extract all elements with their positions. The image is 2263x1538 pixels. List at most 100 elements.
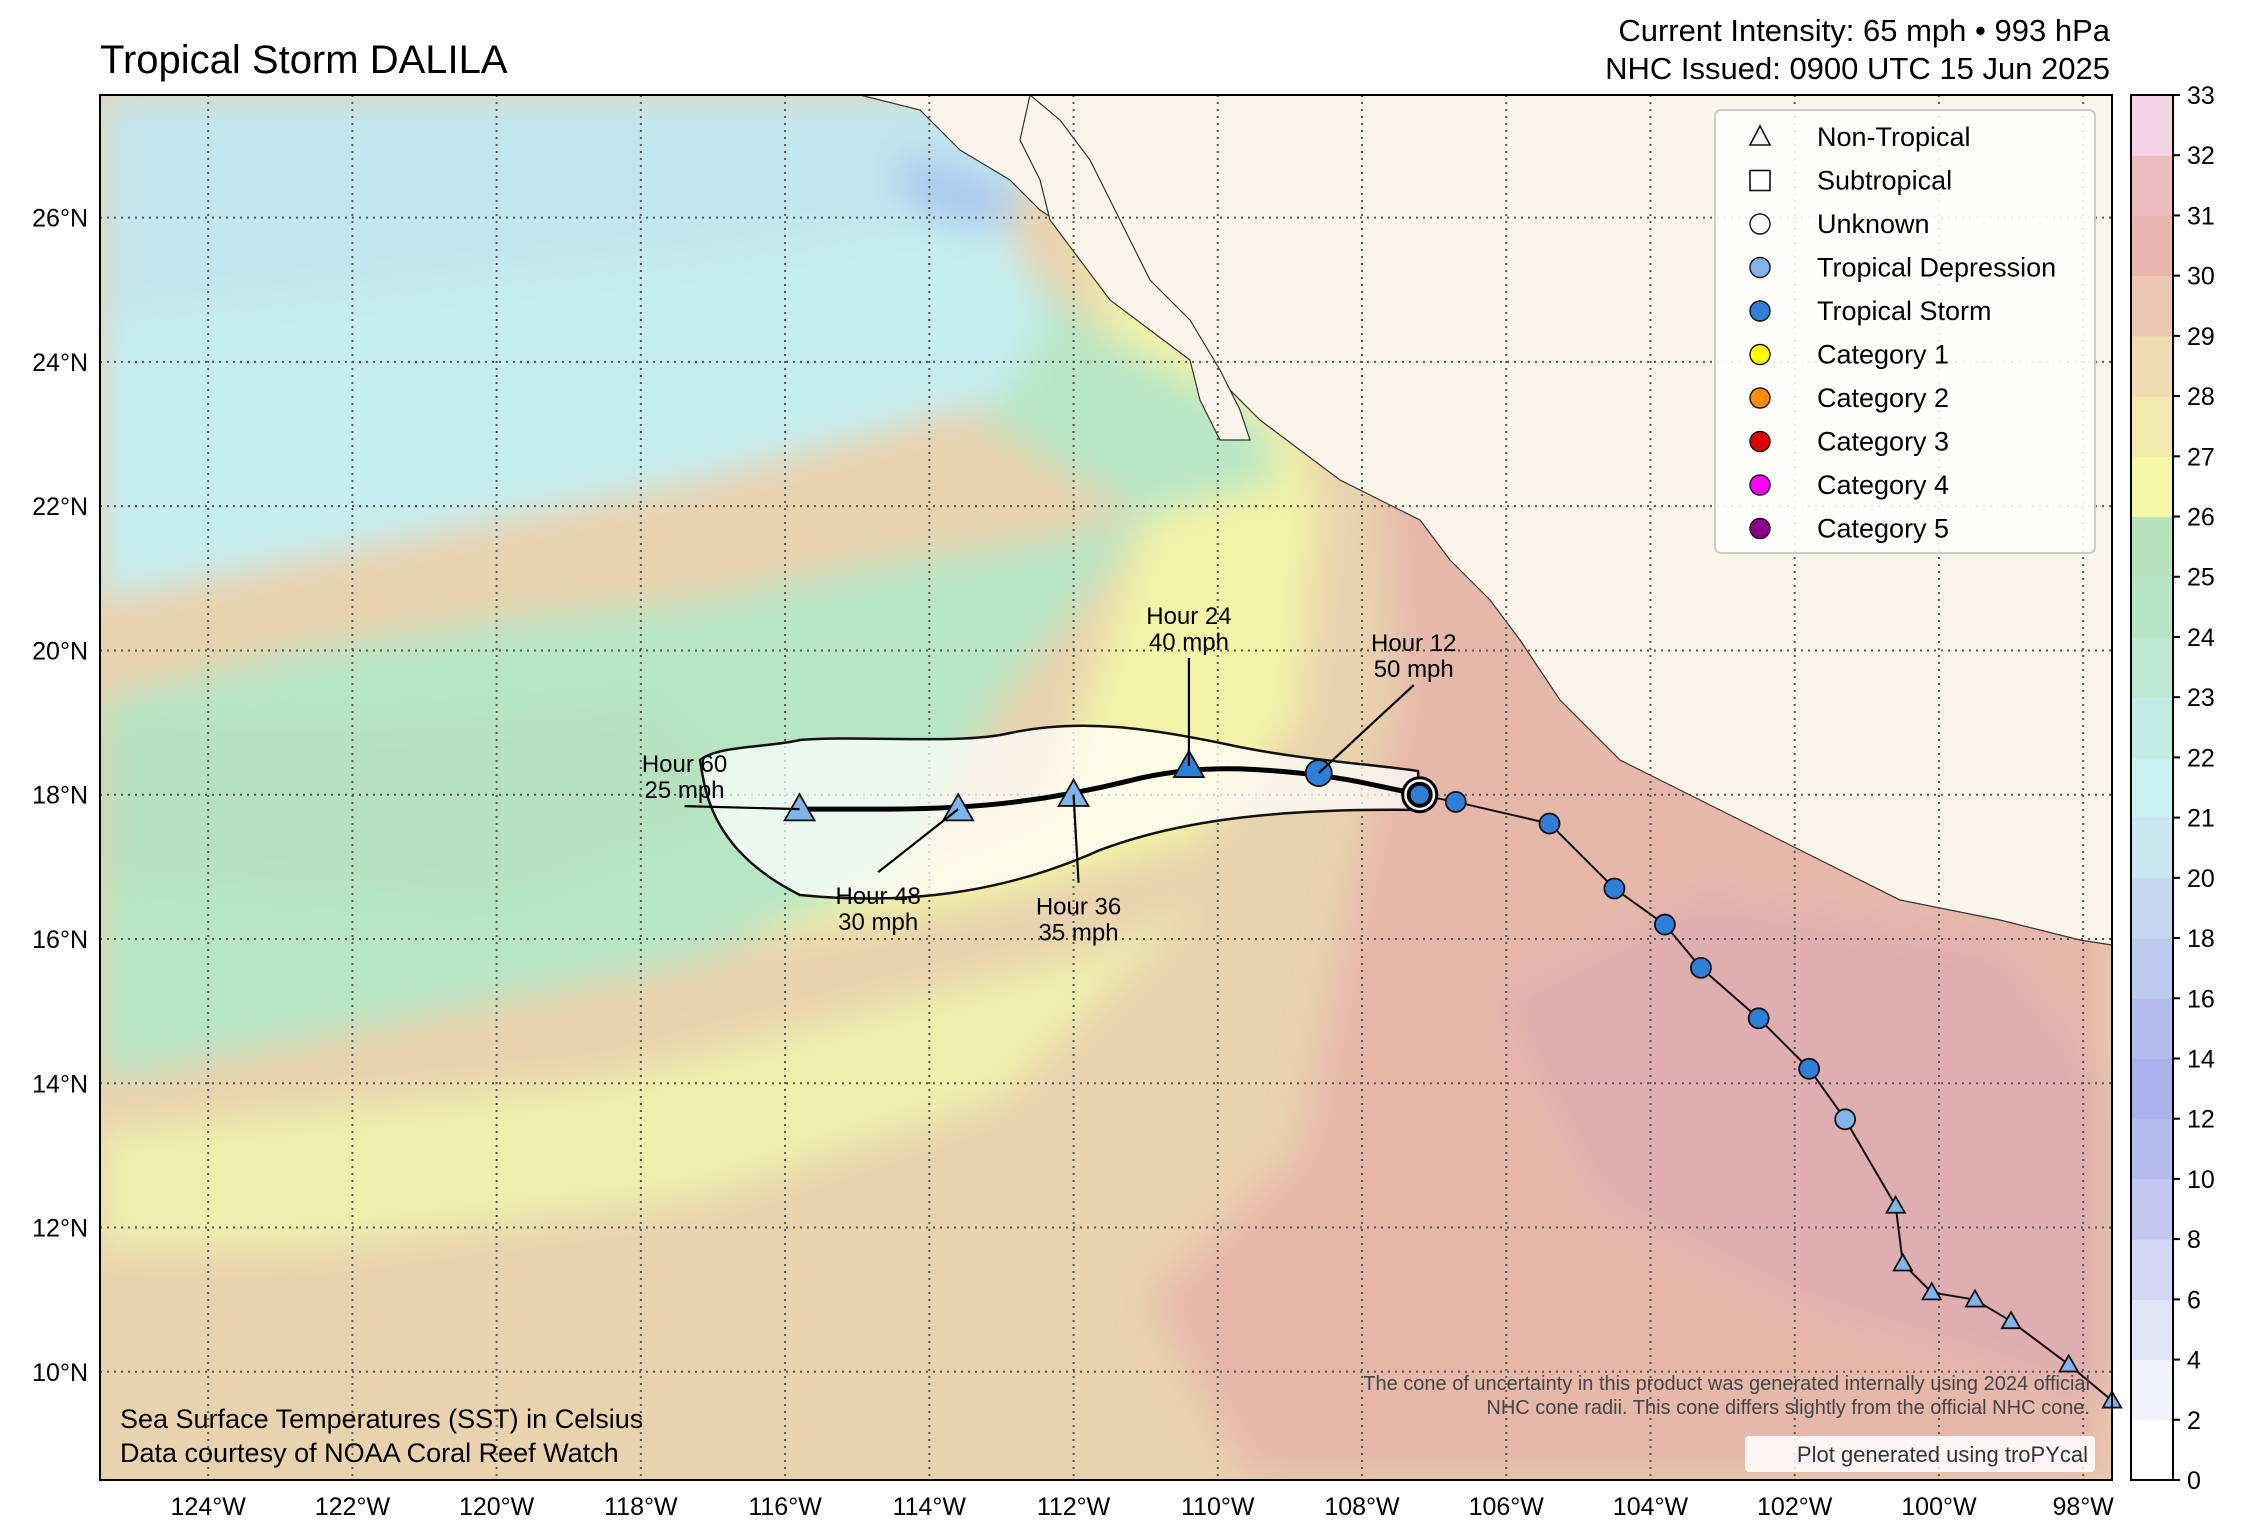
- credit-text: Plot generated using troPYcal: [1797, 1442, 2088, 1467]
- lon-tick-label: 104°W: [1613, 1493, 1689, 1521]
- colorbar-segment: [2131, 95, 2173, 156]
- forecast-point: [783, 792, 817, 822]
- storm-header-info: Current Intensity: 65 mph • 993 hPa NHC …: [1605, 12, 2110, 88]
- legend-item: Category 2: [1749, 383, 1949, 413]
- colorbar-tick-label: 16: [2187, 985, 2215, 1013]
- colorbar-tick-label: 29: [2187, 323, 2215, 351]
- colorbar-tick-label: 28: [2187, 383, 2215, 411]
- track-history-point: [1920, 1281, 1943, 1301]
- colorbar-tick-label: 21: [2187, 805, 2215, 833]
- lat-tick-label: 22°N: [32, 493, 88, 521]
- colorbar-segment: [2131, 636, 2173, 698]
- longitude-tick-labels: 124°W 122°W 120°W 118°W 116°W 114°W 112°W 110°W…: [171, 1493, 2115, 1521]
- lat-tick-label: 12°N: [32, 1215, 88, 1243]
- forecast-wind-label: 30 mph: [838, 909, 918, 936]
- colorbar-tick-label: 27: [2187, 443, 2215, 471]
- colorbar-segment: [2131, 456, 2173, 518]
- track-history-point: [1834, 1108, 1857, 1131]
- forecast-wind-label: 35 mph: [1039, 920, 1119, 947]
- current-position-marker: [1406, 781, 1433, 808]
- colorbar-tick-label: 24: [2187, 624, 2215, 652]
- circle-icon: [1749, 517, 1771, 540]
- forecast-hour-label: Hour 24: [1146, 603, 1231, 630]
- legend-item: Tropical Depression: [1749, 253, 2056, 283]
- forecast-label-leader: [1072, 794, 1080, 883]
- colorbar-tick-label: 32: [2187, 142, 2215, 170]
- forecast-wind-label: 50 mph: [1374, 656, 1454, 683]
- legend-item: Category 1: [1749, 340, 1949, 370]
- legend-label: Category 3: [1817, 427, 1949, 457]
- lon-tick-label: 112°W: [1037, 1493, 1111, 1521]
- circle-icon: [1749, 256, 1771, 279]
- legend-item: Category 3: [1749, 427, 1949, 457]
- colorbar-segment: [2131, 998, 2173, 1059]
- lon-tick-label: 110°W: [1181, 1493, 1255, 1521]
- sst-note-line2: Data courtesy of NOAA Coral Reef Watch: [120, 1438, 619, 1468]
- lon-tick-label: 108°W: [1324, 1493, 1400, 1521]
- track-history-point: [2057, 1353, 2080, 1373]
- forecast-label-leader: [1317, 684, 1415, 774]
- lon-tick-label: 106°W: [1469, 1493, 1545, 1521]
- colorbar-frame: [2130, 94, 2174, 1481]
- track-history-point: [1892, 1252, 1914, 1272]
- track-history-point: [1603, 877, 1626, 900]
- track-history-point: [1798, 1057, 1821, 1080]
- legend-label: Category 5: [1817, 514, 1949, 544]
- colorbar-tick-label: 18: [2187, 925, 2215, 953]
- legend-label: Tropical Storm: [1817, 296, 1992, 326]
- colorbar-tick-label: 20: [2187, 865, 2215, 893]
- legend-label: Category 4: [1817, 470, 1949, 500]
- lon-tick-label: 114°W: [893, 1493, 967, 1521]
- legend-label: Tropical Depression: [1817, 253, 2056, 283]
- circle-icon: [1749, 387, 1771, 409]
- colorbar-segment: [2131, 396, 2173, 457]
- forecast-hour-label: Hour 36: [1036, 894, 1121, 921]
- legend-item: Subtropical: [1749, 166, 1952, 196]
- lon-tick-label: 124°W: [171, 1493, 247, 1521]
- sst-note-line1: Sea Surface Temperatures (SST) in Celsiu…: [120, 1404, 643, 1434]
- forecast-track-line: [799, 766, 1421, 812]
- colorbar-segment: [2131, 155, 2173, 216]
- colorbar-segment: [2131, 335, 2173, 397]
- colorbar-tick-label: 6: [2187, 1286, 2201, 1314]
- triangle-icon: [1748, 124, 1772, 146]
- colorbar-tick-label: 31: [2187, 202, 2215, 230]
- sst-note: Sea Surface Temperatures (SST) in Celsiu…: [120, 1404, 643, 1468]
- cone-note-line2: NHC cone radii. This cone differs slight…: [1486, 1397, 2090, 1419]
- lat-tick-label: 24°N: [32, 349, 88, 377]
- track-history-point: [1690, 956, 1712, 979]
- track-history-point: [1653, 913, 1676, 936]
- circle-icon: [1749, 474, 1771, 496]
- colorbar-segment: [2131, 697, 2173, 758]
- colorbar-segment: [2131, 1419, 2173, 1481]
- lon-tick-label: 102°W: [1757, 1493, 1833, 1521]
- colorbar-segment: [2131, 275, 2173, 337]
- lat-tick-label: 16°N: [32, 926, 88, 954]
- lat-tick-label: 26°N: [32, 205, 88, 233]
- colorbar-tick-label: 30: [2187, 263, 2215, 291]
- colorbar-segment: [2131, 516, 2173, 578]
- circle-icon: [1749, 213, 1771, 235]
- forecast-wind-label: 25 mph: [644, 777, 724, 804]
- colorbar-segment: [2131, 1239, 2173, 1300]
- track-history-point: [1964, 1288, 1986, 1308]
- circle-icon: [1749, 300, 1771, 322]
- forecast-hour-label: Hour 12: [1371, 630, 1456, 657]
- colorbar-segment: [2131, 1058, 2173, 1120]
- land-baja: [1019, 95, 1251, 441]
- colorbar-tick-label: 33: [2187, 82, 2215, 110]
- colorbar-tick-label: 14: [2187, 1045, 2215, 1073]
- cone-note: The cone of uncertainty in this product …: [1363, 1373, 2090, 1419]
- legend-item: Non-Tropical: [1748, 122, 1971, 152]
- colorbar-tick-label: 10: [2187, 1166, 2215, 1194]
- colorbar-segment: [2131, 1299, 2173, 1361]
- lat-tick-label: 14°N: [32, 1070, 88, 1098]
- colorbar-segment: [2131, 1178, 2173, 1240]
- forecast-hour-label: Hour 60: [642, 751, 727, 778]
- colorbar-tick-label: 25: [2187, 564, 2215, 592]
- legend-item: Category 5: [1749, 514, 1949, 544]
- lon-tick-label: 120°W: [459, 1493, 535, 1521]
- colorbar-segment: [2131, 215, 2173, 277]
